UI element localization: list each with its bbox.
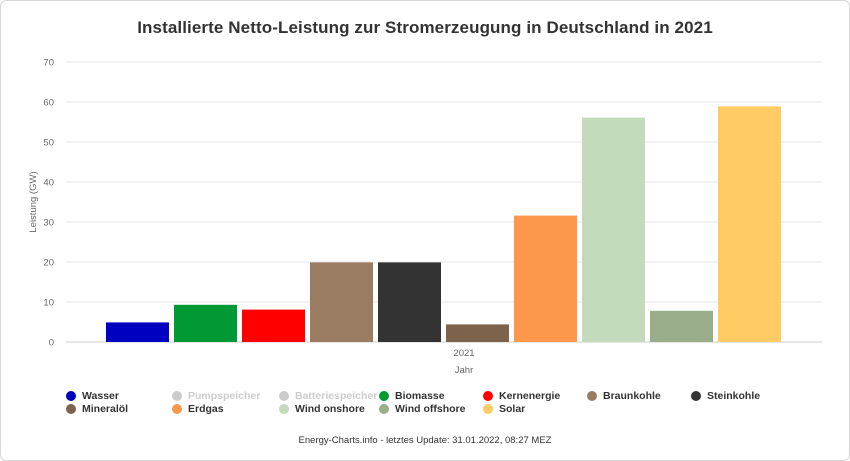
- bars: [106, 106, 781, 343]
- y-axis-title: Leistung (GW): [28, 171, 39, 232]
- legend-item-batteriespeicher[interactable]: Batteriespeicher: [279, 390, 377, 402]
- legend-label: Pumpspeicher: [188, 390, 261, 402]
- legend-marker: [279, 391, 289, 401]
- legend-label: Wind offshore: [395, 403, 466, 415]
- bar-solar[interactable]: [718, 106, 781, 343]
- legend-label: Solar: [499, 403, 526, 415]
- y-tick-label: 0: [49, 338, 54, 349]
- y-tick-label: 10: [43, 298, 54, 309]
- legend-label: Wind onshore: [295, 403, 365, 415]
- legend-label: Erdgas: [188, 403, 224, 415]
- legend-item-mineral-l[interactable]: Mineralöl: [66, 403, 128, 415]
- legend-item-braunkohle[interactable]: Braunkohle: [587, 390, 661, 402]
- y-tick-label: 20: [43, 258, 54, 269]
- y-tick-label: 60: [43, 98, 54, 109]
- y-axis: 0 10 20 30 40 50 60 70 Leistung (GW): [28, 58, 54, 349]
- legend-marker: [691, 391, 701, 401]
- legend-label: Kernenergie: [499, 390, 561, 402]
- bar-biomasse[interactable]: [174, 304, 237, 342]
- legend-marker: [379, 391, 389, 401]
- legend-label: Steinkohle: [707, 390, 761, 402]
- bar-kernenergie[interactable]: [242, 309, 305, 342]
- legend-marker: [379, 404, 389, 414]
- legend-label: Batteriespeicher: [295, 390, 378, 402]
- footer-credit: Energy-Charts.info - letztes Update: 31.…: [298, 435, 552, 446]
- y-tick-label: 70: [43, 58, 54, 69]
- legend-marker: [483, 404, 493, 414]
- legend-marker: [172, 391, 182, 401]
- legend-marker: [66, 391, 76, 401]
- x-tick-label: 2021: [453, 348, 474, 359]
- legend-label: Wasser: [82, 390, 119, 402]
- bar-wind-onshore[interactable]: [582, 117, 645, 342]
- legend-item-wind-offshore[interactable]: Wind offshore: [379, 403, 465, 415]
- y-tick-label: 30: [43, 218, 54, 229]
- legend-marker: [483, 391, 493, 401]
- legend-item-solar[interactable]: Solar: [483, 403, 525, 415]
- legend-label: Mineralöl: [82, 403, 129, 415]
- legend-item-wasser[interactable]: Wasser: [66, 390, 119, 402]
- legend-item-kernenergie[interactable]: Kernenergie: [483, 390, 560, 402]
- y-tick-label: 40: [43, 178, 54, 189]
- legend-item-erdgas[interactable]: Erdgas: [172, 403, 224, 415]
- legend-label: Biomasse: [395, 390, 445, 402]
- bar-mineral-l[interactable]: [446, 324, 509, 342]
- legend-label: Braunkohle: [603, 390, 661, 402]
- bar-wind-offshore[interactable]: [650, 310, 713, 342]
- legend-marker: [66, 404, 76, 414]
- chart-title: Installierte Netto-Leistung zur Stromerz…: [137, 18, 713, 37]
- legend-item-wind-onshore[interactable]: Wind onshore: [279, 403, 365, 415]
- legend-marker: [172, 404, 182, 414]
- bar-steinkohle[interactable]: [378, 262, 441, 342]
- bar-braunkohle[interactable]: [310, 262, 373, 342]
- gridlines: [66, 61, 822, 343]
- legend-item-pumpspeicher[interactable]: Pumpspeicher: [172, 390, 260, 402]
- legend-marker: [587, 391, 597, 401]
- y-tick-label: 50: [43, 138, 54, 149]
- bar-erdgas[interactable]: [514, 215, 577, 342]
- legend-item-steinkohle[interactable]: Steinkohle: [691, 390, 760, 402]
- legend-marker: [279, 404, 289, 414]
- legend-item-biomasse[interactable]: Biomasse: [379, 390, 445, 402]
- x-axis-title: Jahr: [455, 365, 473, 376]
- bar-wasser[interactable]: [106, 322, 169, 342]
- x-axis: 2021 Jahr: [453, 348, 474, 376]
